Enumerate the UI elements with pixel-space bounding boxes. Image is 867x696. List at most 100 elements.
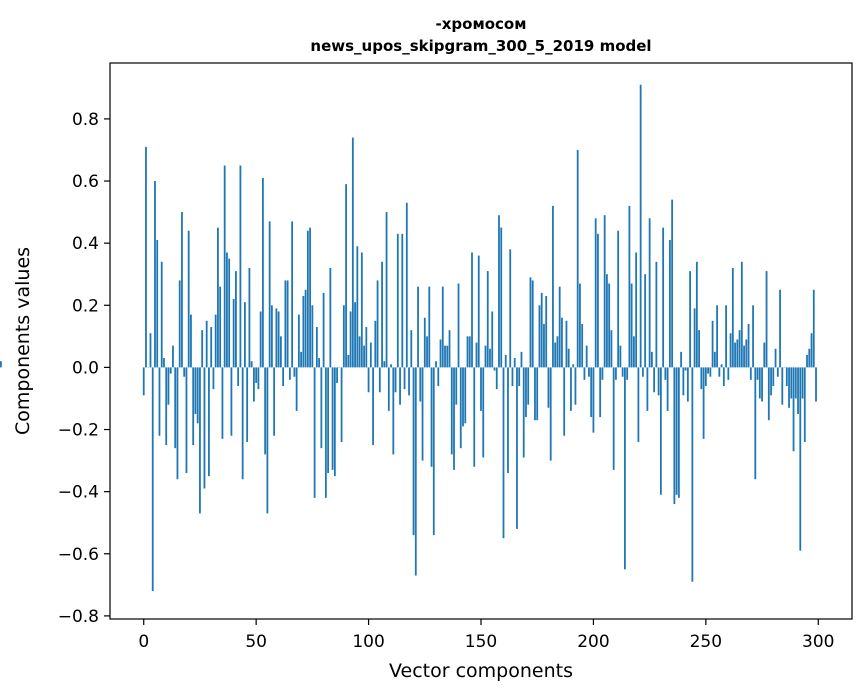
bar [255, 367, 258, 383]
bar [367, 367, 370, 393]
y-axis-ticks: −0.8 −0.6 −0.4 −0.2 0.0 0.2 0.4 0.6 0.8 [58, 110, 110, 627]
bar [261, 177, 264, 368]
bar [489, 348, 491, 368]
bar [770, 367, 772, 396]
bar [527, 367, 530, 405]
bar [666, 367, 669, 411]
bar [444, 345, 446, 368]
bar [268, 221, 271, 368]
bar [412, 367, 415, 536]
bar [615, 367, 617, 380]
bar [176, 367, 179, 480]
bar [210, 327, 213, 368]
bar [439, 339, 442, 368]
bar [360, 252, 363, 368]
bar [745, 339, 748, 368]
bar [585, 345, 588, 368]
bar [709, 367, 712, 377]
bar [601, 367, 604, 380]
bar [394, 367, 397, 393]
bar [581, 323, 584, 368]
bar [387, 367, 390, 411]
bar [794, 367, 797, 399]
bar [423, 317, 426, 368]
bar [684, 367, 687, 371]
bar [291, 221, 294, 368]
bar [482, 367, 485, 458]
bar [241, 367, 244, 480]
bar [248, 268, 251, 368]
bar [565, 320, 568, 368]
bar [266, 367, 269, 514]
bar [160, 261, 163, 368]
bar [547, 367, 550, 408]
bar [765, 271, 768, 368]
bar [664, 367, 667, 380]
bar [390, 364, 392, 368]
x-tick-label: 250 [690, 632, 722, 652]
bar [471, 252, 473, 368]
y-tick-label: 0.4 [72, 234, 99, 254]
bar [264, 367, 267, 455]
bar [208, 367, 210, 477]
bar [183, 367, 186, 377]
bar [486, 271, 489, 368]
bar [428, 286, 431, 368]
bar [491, 311, 494, 368]
bar [228, 258, 231, 368]
bar [704, 367, 707, 387]
bar [657, 367, 660, 396]
bar [785, 367, 788, 387]
bar [702, 367, 705, 439]
bar [347, 354, 350, 368]
bar [808, 348, 811, 368]
bar [270, 305, 273, 368]
bar [495, 367, 498, 390]
bar [223, 165, 226, 368]
bar [381, 261, 383, 368]
bar [421, 367, 424, 461]
bar [383, 361, 386, 368]
bar [752, 305, 754, 368]
bar [430, 367, 433, 467]
bar [329, 268, 332, 368]
bar [617, 230, 620, 368]
bar [441, 286, 444, 368]
bar [806, 354, 808, 368]
bar [502, 367, 505, 539]
bar [731, 268, 734, 368]
bar [358, 336, 361, 368]
bar [680, 351, 683, 368]
y-tick-label: −0.6 [58, 545, 99, 565]
bar [219, 286, 222, 368]
bar [718, 367, 721, 377]
y-tick-label: −0.2 [58, 421, 99, 441]
bar [561, 317, 563, 368]
bar [612, 367, 615, 470]
bar [304, 289, 307, 368]
plot-frame [109, 62, 853, 620]
bar [468, 336, 471, 368]
bar [590, 367, 593, 418]
bar [538, 305, 541, 368]
bar [354, 302, 356, 368]
bar [313, 367, 316, 498]
bar [529, 277, 532, 368]
bar [570, 367, 572, 411]
bar [309, 227, 312, 368]
bar [437, 367, 440, 387]
bar [695, 261, 698, 368]
bar [333, 367, 336, 477]
bar [277, 311, 280, 368]
bar [244, 302, 246, 368]
bar [761, 367, 763, 402]
bar [754, 367, 757, 480]
bar [543, 323, 545, 368]
bar [588, 367, 590, 377]
chart-subtitle: news_upos_skipgram_300_5_2019 model [310, 37, 651, 55]
bar [815, 367, 817, 402]
y-tick-label: 0.8 [72, 110, 99, 130]
bar [772, 367, 775, 387]
bar [525, 367, 527, 418]
